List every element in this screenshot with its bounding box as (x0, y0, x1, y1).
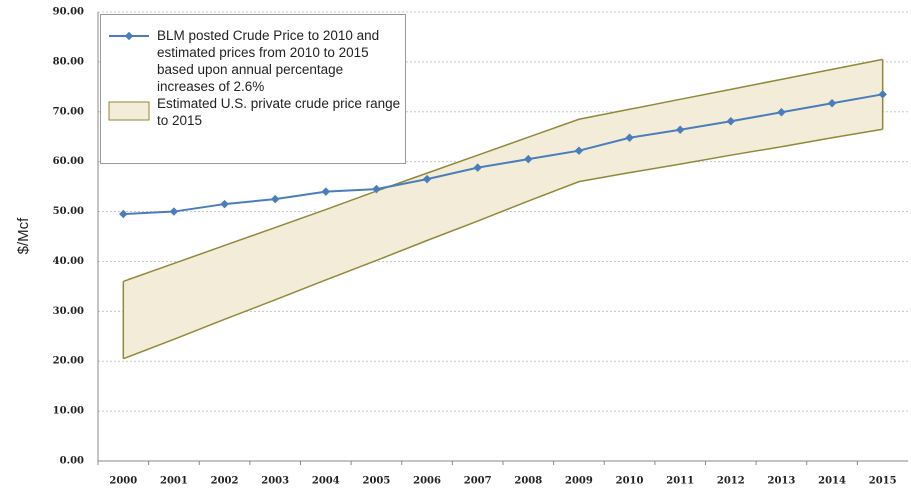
y-tick-label: 70.00 (53, 106, 84, 117)
line (123, 93, 883, 216)
x-tick-label: 2003 (261, 476, 289, 487)
x-tick-label: 2011 (666, 476, 694, 487)
x-tick-label: 2001 (160, 476, 188, 487)
y-tick-label: 60.00 (53, 156, 84, 167)
legend-swatch (108, 101, 150, 121)
x-tick-label: 2005 (363, 476, 391, 487)
legend-label: BLM posted Crude Price to 2010 and estim… (157, 28, 380, 94)
point (321, 187, 331, 196)
x-tick-label: 2012 (717, 476, 745, 487)
legend-entry: Estimated U.S. private crude price range… (101, 95, 405, 129)
y-tick-label: 90.00 (53, 7, 84, 18)
y-tick-label: 40.00 (53, 256, 84, 267)
x-tick-label: 2007 (464, 476, 492, 487)
y-tick-label: 50.00 (53, 206, 84, 217)
y-tick-label: 80.00 (53, 56, 84, 67)
point (473, 163, 482, 172)
y-axis-label: $/Mcf (15, 217, 32, 255)
point (119, 209, 128, 219)
legend: BLM posted Crude Price to 2010 and estim… (100, 14, 406, 164)
point (422, 174, 432, 184)
legend-swatch (109, 31, 149, 41)
x-tick-label: 2010 (616, 476, 644, 487)
x-tick-label: 2006 (413, 476, 441, 487)
point (169, 207, 179, 216)
point (270, 194, 280, 204)
x-tick-label: 2004 (312, 476, 340, 487)
x-tick-label: 2002 (211, 476, 239, 487)
range-area (123, 59, 883, 359)
x-tick-label: 2009 (565, 476, 593, 487)
legend-label: Estimated U.S. private crude price range… (157, 96, 401, 128)
y-tick-label: 30.00 (53, 306, 84, 317)
x-tick-label: 2013 (768, 476, 796, 487)
y-tick-label: 10.00 (53, 406, 84, 417)
point (220, 199, 229, 209)
point (372, 184, 381, 194)
x-tick-label: 2008 (514, 476, 542, 487)
range-edge (123, 128, 883, 360)
x-tick-label: 2015 (869, 476, 897, 487)
legend-entry: BLM posted Crude Price to 2010 and estim… (101, 27, 405, 95)
x-tick-label: 2014 (818, 476, 846, 487)
range-edge (123, 58, 883, 283)
x-tick-label: 2000 (109, 476, 137, 487)
y-tick-label: 20.00 (53, 356, 84, 367)
y-tick-label: 0.00 (60, 456, 84, 467)
